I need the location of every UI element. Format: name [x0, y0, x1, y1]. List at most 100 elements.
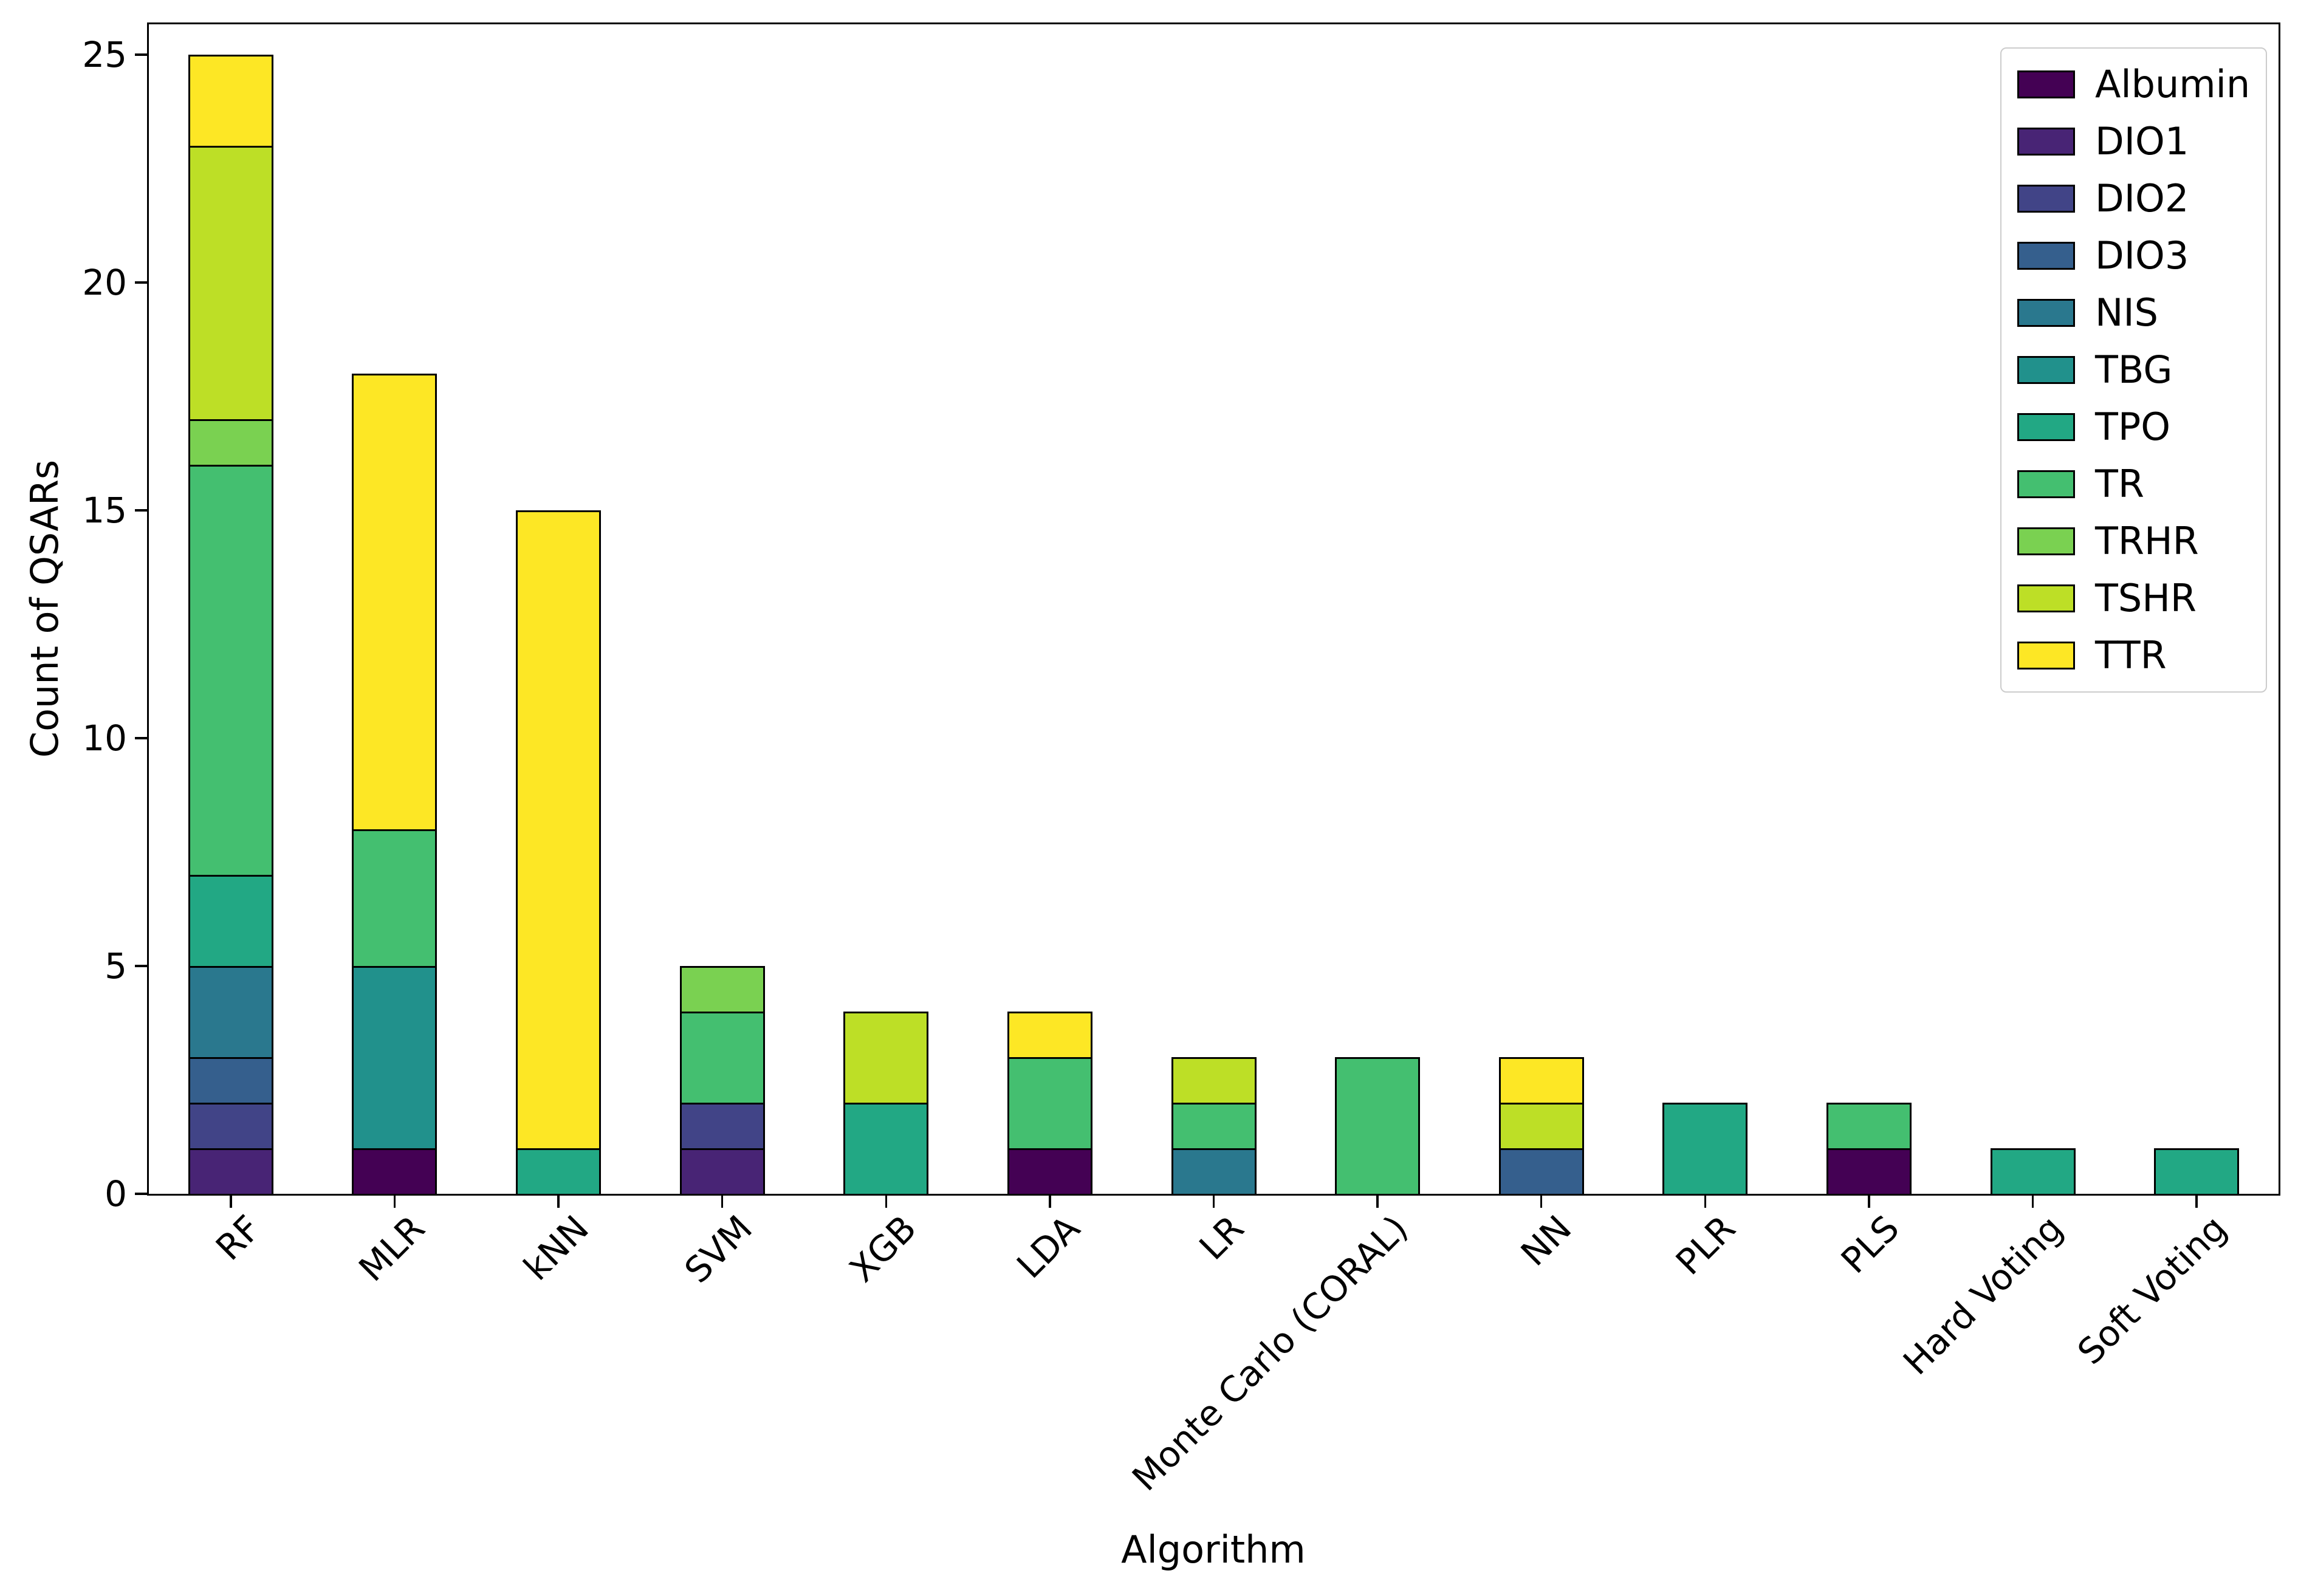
x-tick-label: NN: [1512, 1207, 1580, 1274]
bar-segment-lr-tshr: [1171, 1057, 1257, 1105]
bar-segment-mlr-albumin: [352, 1148, 437, 1196]
bar-segment-lr-nis: [1171, 1148, 1257, 1196]
y-tick-mark: [135, 965, 147, 967]
bar-segment-mlr-tbg: [352, 966, 437, 1151]
bar-segment-rf-dio1: [188, 1148, 273, 1196]
x-tick-label: kNN: [515, 1207, 597, 1289]
bar-segment-mlr-tr: [352, 829, 437, 968]
x-axis-title: Algorithm: [1121, 1527, 1306, 1572]
y-tick-label: 15: [82, 490, 127, 532]
bar-segment-rf-tpo: [188, 875, 273, 968]
x-tick-mark: [557, 1196, 560, 1208]
x-tick-mark: [2031, 1196, 2034, 1208]
bar-segment-rf-tshr: [188, 146, 273, 422]
x-tick-mark: [1376, 1196, 1379, 1208]
legend-swatch-albumin: [2017, 70, 2075, 98]
x-tick-mark: [1049, 1196, 1051, 1208]
bar-segment-plr-tpo: [1662, 1103, 1748, 1196]
legend-label-tpo: TPO: [2095, 405, 2171, 449]
bar-segment-knn-ttr: [516, 510, 602, 1151]
legend-label-tr: TR: [2095, 462, 2144, 506]
legend-label-dio2: DIO2: [2095, 176, 2189, 221]
bar-segment-rf-trhr: [188, 419, 273, 467]
bar-segment-rf-tr: [188, 465, 273, 877]
y-tick-label: 25: [82, 34, 127, 76]
bar-segment-rf-ttr: [188, 55, 273, 148]
bar-segment-knn-tpo: [516, 1148, 602, 1196]
legend-item-dio3: DIO3: [2017, 227, 2250, 284]
y-tick-mark: [135, 509, 147, 512]
bar-segment-rf-dio2: [188, 1103, 273, 1151]
y-tick-mark: [135, 737, 147, 739]
legend-swatch-dio3: [2017, 242, 2075, 270]
bar-segment-monte-carlo-coral-tr: [1335, 1057, 1421, 1196]
y-axis-title: Count of QSARs: [22, 459, 67, 758]
bar-segment-lda-albumin: [1007, 1148, 1092, 1196]
x-tick-mark: [1704, 1196, 1707, 1208]
x-tick-mark: [393, 1196, 396, 1208]
x-tick-label: MLR: [351, 1207, 433, 1290]
legend-label-tbg: TBG: [2095, 348, 2173, 392]
bar-segment-soft-voting-tpo: [2154, 1148, 2240, 1196]
legend-label-dio3: DIO3: [2095, 233, 2189, 278]
x-tick-mark: [2195, 1196, 2198, 1208]
bar-segment-svm-tr: [679, 1012, 765, 1105]
legend-item-ttr: TTR: [2017, 627, 2250, 684]
y-tick-mark: [135, 53, 147, 56]
legend-item-albumin: Albumin: [2017, 56, 2250, 113]
legend-swatch-tpo: [2017, 413, 2075, 441]
bar-segment-nn-tshr: [1498, 1103, 1584, 1151]
x-tick-label: SVM: [676, 1207, 761, 1292]
legend-label-dio1: DIO1: [2095, 119, 2189, 163]
legend-item-trhr: TRHR: [2017, 513, 2250, 570]
legend-item-nis: NIS: [2017, 284, 2250, 341]
x-tick-label: LR: [1191, 1207, 1252, 1268]
bar-segment-lr-tr: [1171, 1103, 1257, 1151]
bar-segment-hard-voting-tpo: [1990, 1148, 2076, 1196]
bar-segment-xgb-tshr: [843, 1012, 929, 1105]
legend-item-tpo: TPO: [2017, 399, 2250, 456]
x-tick-mark: [885, 1196, 888, 1208]
bar-segment-xgb-tpo: [843, 1103, 929, 1196]
bar-segment-nn-ttr: [1498, 1057, 1584, 1105]
bar-segment-pls-albumin: [1826, 1148, 1912, 1196]
bar-segment-lda-ttr: [1007, 1012, 1092, 1060]
legend-swatch-tshr: [2017, 584, 2075, 612]
x-tick-label: LDA: [1009, 1207, 1088, 1287]
bar-segment-svm-dio1: [679, 1148, 765, 1196]
legend-label-nis: NIS: [2095, 290, 2159, 335]
legend-swatch-dio2: [2017, 185, 2075, 213]
x-tick-label: RF: [208, 1207, 269, 1269]
bar-segment-rf-dio3: [188, 1057, 273, 1105]
legend-item-dio2: DIO2: [2017, 170, 2250, 227]
y-tick-mark: [135, 1193, 147, 1195]
bar-segment-svm-trhr: [679, 966, 765, 1014]
legend: Albumin DIO1 DIO2 DIO3 NIS TBG TPO TR TRHR TSHR TT…: [2000, 47, 2268, 693]
x-tick-mark: [230, 1196, 232, 1208]
x-tick-label: XGB: [841, 1207, 924, 1290]
x-tick-mark: [1540, 1196, 1543, 1208]
legend-swatch-tbg: [2017, 356, 2075, 384]
x-tick-mark: [721, 1196, 724, 1208]
plot-area: 0 5 10 15 20 25 RF MLR kNN SVM XGB LDA LR Monte Carl…: [82, 22, 2280, 1499]
legend-label-ttr: TTR: [2095, 633, 2167, 677]
y-tick-label: 20: [82, 262, 127, 304]
x-tick-label: Hard Voting: [1895, 1207, 2071, 1383]
bar-segment-pls-tr: [1826, 1103, 1912, 1151]
x-tick-label: Monte Carlo (CORAL): [1123, 1207, 1416, 1499]
legend-swatch-ttr: [2017, 642, 2075, 670]
legend-swatch-dio1: [2017, 128, 2075, 156]
x-tick-mark: [1868, 1196, 1870, 1208]
x-tick-label: Soft Voting: [2070, 1207, 2235, 1372]
y-tick-label: 5: [105, 945, 127, 987]
legend-item-tshr: TSHR: [2017, 570, 2250, 627]
legend-swatch-nis: [2017, 299, 2075, 327]
bar-segment-lda-tr: [1007, 1057, 1092, 1151]
legend-swatch-trhr: [2017, 527, 2075, 555]
legend-label-tshr: TSHR: [2095, 576, 2197, 620]
legend-swatch-tr: [2017, 470, 2075, 498]
x-tick-label: PLS: [1833, 1207, 1907, 1282]
bar-segment-rf-nis: [188, 966, 273, 1060]
x-tick-mark: [1212, 1196, 1215, 1208]
